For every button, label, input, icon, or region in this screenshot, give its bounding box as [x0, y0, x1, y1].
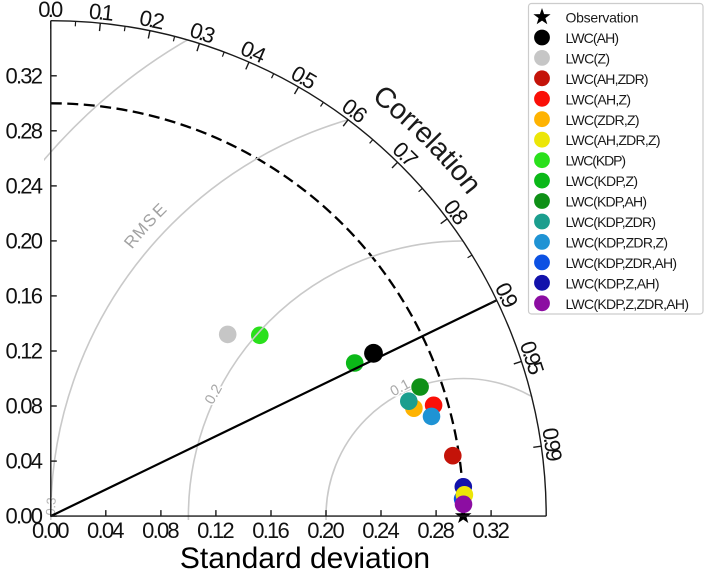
svg-text:0.16: 0.16 — [252, 518, 290, 543]
svg-text:LWC(KDP,ZDR): LWC(KDP,ZDR) — [566, 214, 657, 230]
svg-text:0.08: 0.08 — [142, 518, 180, 543]
svg-text:0.28: 0.28 — [417, 518, 455, 543]
svg-text:0.99: 0.99 — [537, 426, 567, 463]
svg-text:LWC(AH): LWC(AH) — [566, 30, 620, 46]
svg-text:0.28: 0.28 — [6, 118, 44, 143]
svg-text:0.20: 0.20 — [6, 228, 44, 253]
svg-text:0.24: 0.24 — [6, 173, 44, 198]
svg-text:0.2: 0.2 — [137, 5, 166, 34]
svg-text:0.1: 0.1 — [88, 0, 115, 26]
svg-text:0.08: 0.08 — [6, 394, 44, 419]
svg-text:LWC(AH,Z): LWC(AH,Z) — [566, 91, 632, 107]
svg-text:LWC(AH,ZDR): LWC(AH,ZDR) — [566, 71, 649, 87]
svg-text:0.00: 0.00 — [32, 518, 70, 543]
svg-text:LWC(AH,ZDR,Z): LWC(AH,ZDR,Z) — [566, 132, 661, 148]
svg-text:0.20: 0.20 — [307, 518, 345, 543]
svg-text:0.12: 0.12 — [197, 518, 235, 543]
svg-text:LWC(KDP,Z,ZDR,AH): LWC(KDP,Z,ZDR,AH) — [566, 296, 690, 312]
svg-text:0.16: 0.16 — [6, 283, 44, 308]
svg-text:LWC(Z): LWC(Z) — [566, 50, 611, 66]
svg-text:LWC(KDP,Z): LWC(KDP,Z) — [566, 173, 639, 189]
svg-text:0.00: 0.00 — [6, 504, 44, 529]
svg-text:0.12: 0.12 — [6, 339, 44, 364]
svg-text:0.04: 0.04 — [87, 518, 125, 543]
svg-text:0.32: 0.32 — [6, 63, 44, 88]
svg-text:Standard deviation: Standard deviation — [180, 542, 430, 573]
svg-text:Observation: Observation — [566, 10, 639, 26]
svg-text:LWC(KDP,Z,AH): LWC(KDP,Z,AH) — [566, 275, 660, 291]
svg-text:0.24: 0.24 — [362, 518, 400, 543]
svg-text:0.32: 0.32 — [472, 518, 509, 543]
svg-text:LWC(KDP,ZDR,Z): LWC(KDP,ZDR,Z) — [566, 234, 669, 250]
svg-text:LWC(KDP,ZDR,AH): LWC(KDP,ZDR,AH) — [566, 255, 678, 271]
svg-text:LWC(KDP,AH): LWC(KDP,AH) — [566, 194, 648, 210]
svg-text:LWC(ZDR,Z): LWC(ZDR,Z) — [566, 112, 640, 128]
svg-text:LWC(KDP): LWC(KDP) — [566, 153, 627, 169]
svg-text:0.0: 0.0 — [38, 0, 63, 22]
svg-text:0.04: 0.04 — [6, 449, 44, 474]
